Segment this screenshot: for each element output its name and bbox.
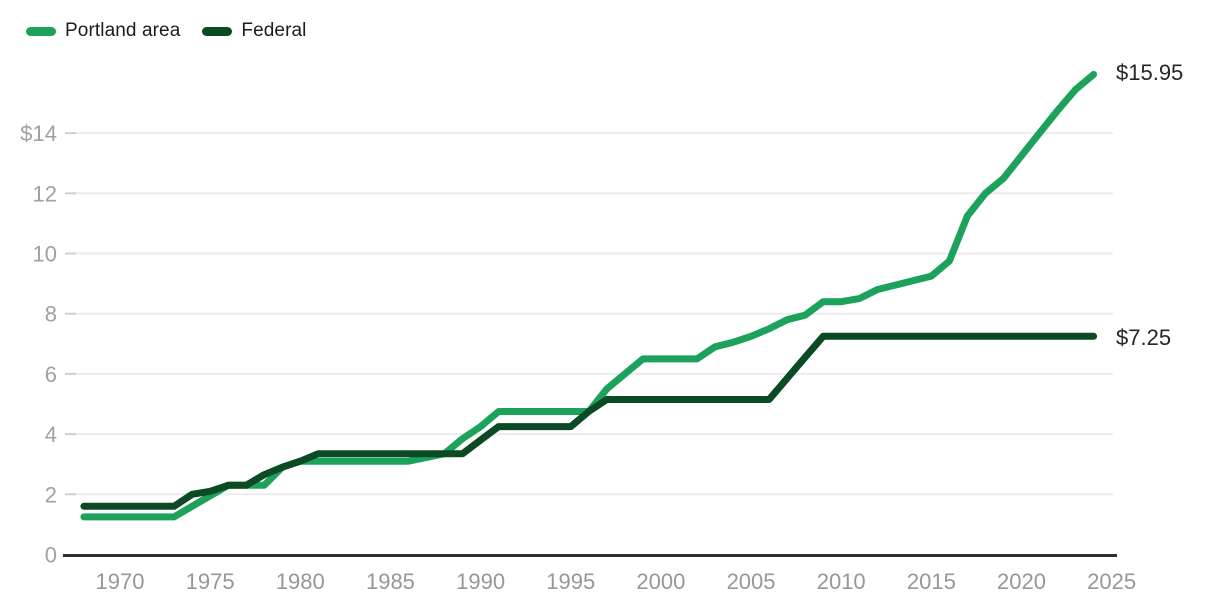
svg-text:1995: 1995 <box>546 569 595 594</box>
federal-line-swatch <box>202 26 233 36</box>
portland-area-line-swatch <box>26 26 56 36</box>
svg-text:4: 4 <box>45 422 57 447</box>
svg-text:1975: 1975 <box>186 569 235 594</box>
svg-text:1980: 1980 <box>276 569 325 594</box>
svg-text:2015: 2015 <box>907 569 956 594</box>
svg-text:2000: 2000 <box>636 569 685 594</box>
svg-text:1970: 1970 <box>96 569 145 594</box>
x-axis-labels: 1970 1975 1980 1985 1990 1995 2000 2005 2010 2015… <box>96 569 1137 594</box>
svg-text:12: 12 <box>33 181 57 206</box>
svg-text:8: 8 <box>45 302 57 327</box>
svg-text:0: 0 <box>45 543 57 568</box>
end-label-federal: $7.25 <box>1116 325 1172 350</box>
y-gridlines <box>65 132 1113 496</box>
svg-text:2: 2 <box>45 482 57 507</box>
end-label-portland-area: $15.95 <box>1116 60 1184 85</box>
legend-label-federal: Federal <box>241 20 307 41</box>
federal-line <box>80 332 1098 510</box>
svg-text:2005: 2005 <box>727 569 776 594</box>
legend-label-portland-area: Portland area <box>65 20 181 41</box>
svg-text:6: 6 <box>45 362 57 387</box>
svg-text:$14: $14 <box>20 121 57 146</box>
svg-text:10: 10 <box>33 242 57 267</box>
legend: Portland area Federal <box>26 20 307 42</box>
legend-item-portland-area: Portland area <box>26 20 180 42</box>
svg-text:1990: 1990 <box>456 569 505 594</box>
y-axis-labels: 0 2 4 6 8 10 12 $14 <box>20 121 57 567</box>
svg-text:1985: 1985 <box>366 569 415 594</box>
svg-text:2010: 2010 <box>817 569 866 594</box>
svg-text:2025: 2025 <box>1087 569 1136 594</box>
portland-area-line <box>80 70 1098 521</box>
legend-item-federal: Federal <box>202 20 306 42</box>
svg-text:2020: 2020 <box>997 569 1046 594</box>
